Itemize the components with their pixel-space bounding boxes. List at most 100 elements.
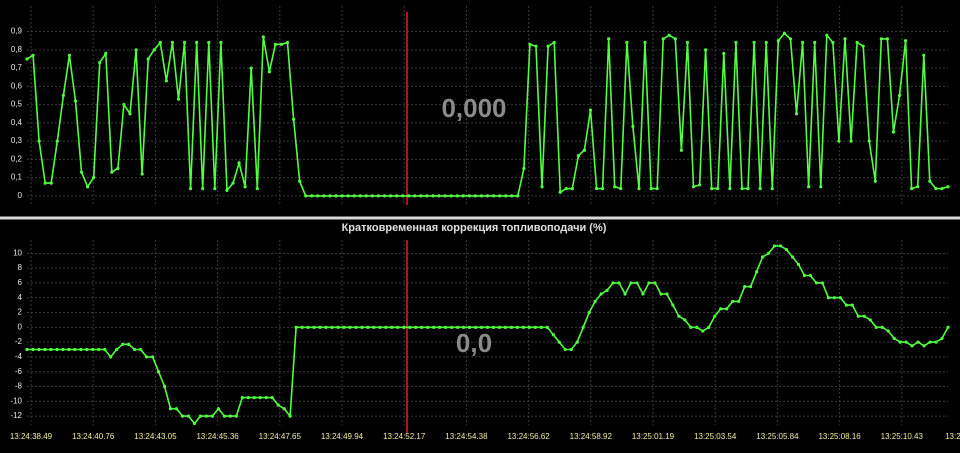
y-tick-label: 0,9 [11, 27, 23, 36]
data-point [306, 325, 310, 329]
data-point [408, 325, 412, 329]
data-point [133, 347, 137, 352]
y-tick-label: -6 [15, 367, 23, 376]
data-point [570, 186, 574, 191]
data-point [201, 186, 205, 191]
data-point [174, 407, 179, 411]
data-point [152, 48, 156, 52]
data-point [134, 48, 138, 52]
data-point [401, 194, 405, 198]
data-point [146, 57, 150, 61]
x-tick-label: 13:25:08.16 [818, 432, 861, 441]
data-point [330, 325, 334, 329]
data-point [716, 186, 720, 191]
data-point [802, 273, 807, 278]
data-point [150, 355, 155, 359]
data-point [255, 186, 259, 191]
data-point [444, 325, 448, 329]
data-point [891, 130, 896, 134]
data-point [85, 347, 89, 352]
data-point [31, 53, 35, 57]
data-point [366, 325, 370, 329]
data-point [282, 407, 286, 411]
data-point [292, 117, 296, 121]
data-point [285, 40, 290, 45]
data-point [734, 40, 738, 45]
data-point [198, 414, 203, 418]
data-point [324, 325, 328, 329]
data-point [885, 37, 890, 41]
y-tick-label: 2 [18, 308, 23, 317]
data-point [856, 314, 860, 318]
data-point [749, 285, 753, 289]
data-point [837, 139, 841, 143]
data-point [336, 325, 340, 329]
data-point [438, 325, 442, 329]
data-point [360, 325, 364, 329]
data-point [237, 161, 241, 165]
data-point [661, 37, 665, 41]
data-point [788, 37, 793, 41]
data-point [491, 325, 496, 329]
data-point [79, 170, 84, 174]
data-point [43, 181, 47, 185]
data-point [67, 347, 71, 352]
data-point [294, 325, 298, 329]
data-point [737, 299, 741, 304]
data-point [778, 244, 783, 248]
data-point [713, 314, 717, 318]
data-point [528, 42, 532, 46]
data-point [234, 414, 238, 418]
y-tick-label: 0,2 [11, 154, 23, 163]
data-point [168, 407, 173, 411]
data-point [222, 414, 226, 418]
data-point [879, 37, 883, 41]
data-point [431, 194, 435, 198]
data-point [37, 347, 41, 352]
data-point [922, 344, 926, 348]
y-tick-label: 0,7 [11, 63, 23, 72]
x-tick-label: 13:24:54.38 [445, 432, 488, 441]
y-tick-label: 4 [18, 293, 23, 302]
data-point [443, 194, 447, 198]
data-point [204, 414, 209, 418]
data-point [497, 325, 502, 329]
data-point [904, 340, 908, 344]
data-point [825, 33, 829, 37]
x-tick-label: 13:25:10.43 [881, 432, 924, 441]
data-point [522, 166, 526, 171]
cursor-value: 0,000 [441, 93, 506, 123]
data-point [279, 42, 284, 46]
data-point [264, 396, 268, 400]
data-point [808, 273, 813, 278]
data-point [358, 194, 362, 198]
data-point [903, 39, 908, 43]
data-point [653, 281, 657, 285]
data-point [527, 325, 531, 329]
data-point [655, 186, 659, 191]
data-point [461, 325, 466, 329]
data-point [340, 194, 344, 198]
data-point [479, 194, 484, 198]
data-point [922, 53, 926, 57]
data-point [388, 194, 393, 198]
data-point [613, 185, 617, 189]
data-point [188, 186, 193, 191]
data-point [619, 186, 623, 191]
data-point [61, 93, 65, 98]
data-point [485, 325, 490, 329]
data-point [725, 307, 729, 311]
data-point [886, 329, 890, 333]
data-point [832, 296, 836, 300]
y-tick-label: 0 [18, 191, 23, 200]
data-point [946, 325, 950, 329]
data-point [122, 102, 126, 107]
data-point [940, 186, 944, 191]
data-point [342, 325, 346, 329]
data-point [743, 285, 747, 289]
data-point [605, 288, 609, 292]
data-point [685, 40, 690, 45]
data-point [635, 281, 639, 285]
data-point [92, 176, 96, 180]
